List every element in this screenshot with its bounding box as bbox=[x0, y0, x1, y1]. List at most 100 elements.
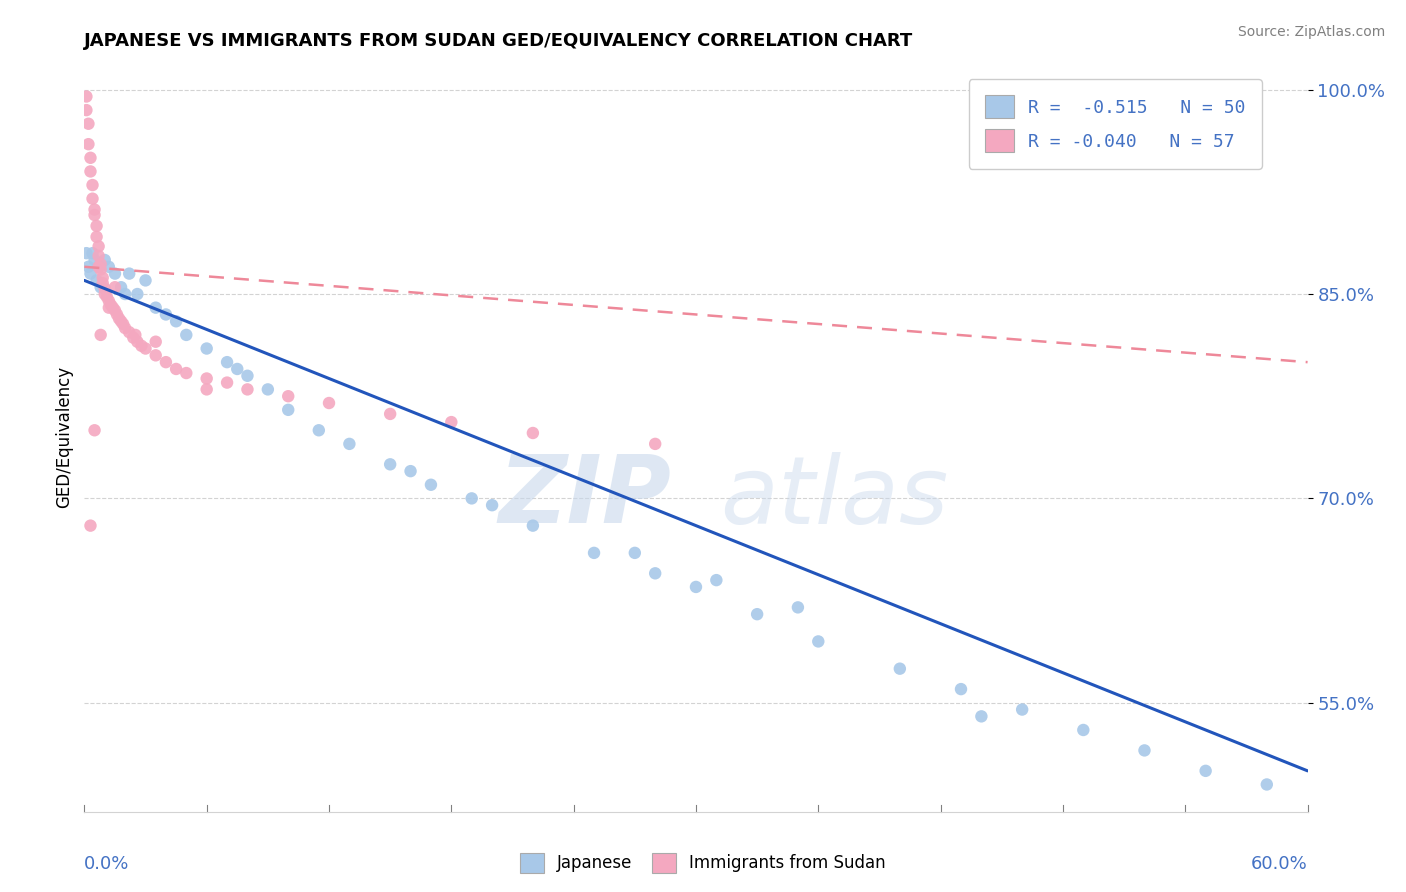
Point bbox=[1195, 764, 1218, 778]
Point bbox=[236, 368, 259, 383]
Point bbox=[1133, 743, 1156, 757]
Point bbox=[145, 301, 167, 315]
Point bbox=[86, 219, 108, 233]
Point bbox=[83, 423, 105, 437]
Point bbox=[481, 498, 503, 512]
Point bbox=[217, 376, 239, 390]
Point bbox=[100, 298, 122, 312]
Point bbox=[90, 257, 112, 271]
Point bbox=[747, 607, 769, 622]
Point bbox=[685, 580, 707, 594]
Point bbox=[104, 303, 127, 318]
Point bbox=[174, 366, 197, 380]
Point bbox=[174, 327, 197, 342]
Point bbox=[79, 151, 101, 165]
Point bbox=[91, 270, 114, 285]
Point bbox=[90, 262, 112, 277]
Point bbox=[1073, 723, 1095, 737]
Text: Source: ZipAtlas.com: Source: ZipAtlas.com bbox=[1237, 25, 1385, 39]
Point bbox=[787, 600, 810, 615]
Point bbox=[135, 342, 157, 356]
Text: 0.0%: 0.0% bbox=[84, 855, 129, 873]
Point bbox=[706, 573, 728, 587]
Point bbox=[399, 464, 422, 478]
Point bbox=[104, 280, 127, 294]
Point bbox=[135, 273, 157, 287]
Point bbox=[82, 178, 104, 192]
Point bbox=[226, 362, 249, 376]
Point bbox=[970, 709, 993, 723]
Text: ZIP: ZIP bbox=[499, 451, 672, 543]
Point bbox=[79, 267, 101, 281]
Point bbox=[108, 311, 131, 326]
Point bbox=[104, 267, 127, 281]
Point bbox=[807, 634, 830, 648]
Point bbox=[87, 260, 110, 274]
Point bbox=[91, 276, 114, 290]
Point bbox=[82, 246, 104, 260]
Point bbox=[79, 518, 101, 533]
Point bbox=[110, 314, 132, 328]
Point bbox=[217, 355, 239, 369]
Point bbox=[118, 267, 141, 281]
Point bbox=[90, 280, 112, 294]
Point bbox=[308, 423, 330, 437]
Point bbox=[97, 301, 120, 315]
Point bbox=[124, 327, 146, 342]
Point bbox=[127, 287, 149, 301]
Point bbox=[131, 339, 153, 353]
Point bbox=[155, 355, 177, 369]
Point bbox=[101, 301, 124, 315]
Point bbox=[93, 287, 115, 301]
Point bbox=[118, 325, 141, 339]
Legend: Japanese, Immigrants from Sudan: Japanese, Immigrants from Sudan bbox=[513, 847, 893, 880]
Point bbox=[380, 407, 402, 421]
Point bbox=[122, 331, 145, 345]
Y-axis label: GED/Equivalency: GED/Equivalency bbox=[55, 366, 73, 508]
Point bbox=[114, 321, 136, 335]
Point bbox=[420, 477, 443, 491]
Point bbox=[96, 290, 118, 304]
Point bbox=[86, 273, 108, 287]
Point bbox=[165, 362, 187, 376]
Point bbox=[75, 246, 97, 260]
Point bbox=[87, 249, 110, 263]
Point bbox=[380, 458, 402, 472]
Point bbox=[87, 239, 110, 253]
Point bbox=[112, 317, 135, 331]
Point bbox=[145, 334, 167, 349]
Point bbox=[195, 342, 218, 356]
Point bbox=[522, 518, 544, 533]
Point bbox=[889, 662, 911, 676]
Text: 60.0%: 60.0% bbox=[1251, 855, 1308, 873]
Point bbox=[77, 137, 100, 152]
Point bbox=[145, 348, 167, 362]
Point bbox=[90, 327, 112, 342]
Point bbox=[105, 308, 128, 322]
Point bbox=[93, 252, 115, 267]
Point bbox=[86, 229, 108, 244]
Point bbox=[165, 314, 187, 328]
Point bbox=[522, 425, 544, 440]
Point bbox=[277, 402, 299, 417]
Point bbox=[77, 260, 100, 274]
Point bbox=[93, 282, 115, 296]
Point bbox=[195, 371, 218, 385]
Point bbox=[318, 396, 340, 410]
Point bbox=[583, 546, 606, 560]
Point bbox=[461, 491, 484, 506]
Point bbox=[87, 260, 110, 274]
Point bbox=[195, 383, 218, 397]
Point bbox=[77, 117, 100, 131]
Point bbox=[644, 437, 666, 451]
Point bbox=[79, 164, 101, 178]
Point bbox=[624, 546, 647, 560]
Point bbox=[83, 202, 105, 217]
Point bbox=[1256, 777, 1278, 791]
Point bbox=[1011, 702, 1033, 716]
Point bbox=[644, 566, 666, 581]
Point bbox=[114, 287, 136, 301]
Legend: R =  -0.515   N = 50, R = -0.040   N = 57: R = -0.515 N = 50, R = -0.040 N = 57 bbox=[969, 79, 1261, 169]
Point bbox=[440, 415, 463, 429]
Point bbox=[75, 103, 97, 117]
